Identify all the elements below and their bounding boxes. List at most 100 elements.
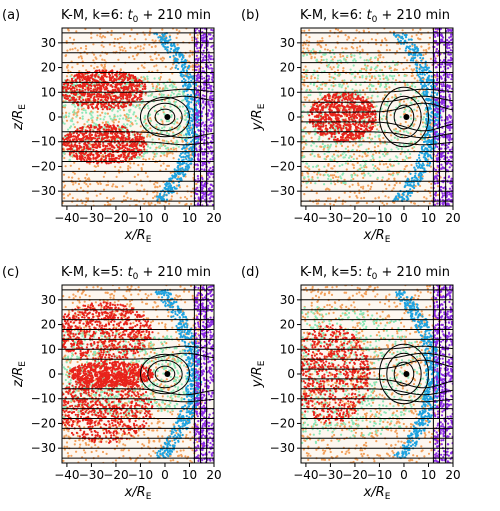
data-point	[197, 138, 200, 141]
data-point	[68, 126, 72, 129]
data-point	[68, 87, 71, 90]
data-point	[132, 155, 135, 158]
panel-label: (a)	[2, 8, 20, 23]
data-point	[191, 64, 194, 67]
data-point	[411, 147, 414, 150]
data-point	[185, 118, 188, 121]
data-point	[158, 193, 162, 196]
data-point	[207, 87, 210, 90]
data-point	[124, 126, 127, 129]
data-point	[134, 46, 137, 49]
data-point	[104, 154, 107, 157]
data-point	[113, 65, 116, 68]
data-point	[176, 192, 179, 195]
data-point	[99, 102, 103, 105]
data-point	[195, 79, 198, 82]
data-point	[173, 186, 176, 189]
data-point	[381, 201, 384, 205]
data-point	[94, 165, 97, 168]
data-point	[67, 194, 70, 197]
data-point	[170, 139, 173, 142]
plot-area	[62, 28, 214, 206]
data-point	[399, 122, 402, 125]
y-tick-label: 0	[48, 110, 56, 124]
data-point	[156, 69, 159, 72]
data-point	[180, 65, 184, 68]
data-point	[425, 49, 428, 52]
data-point	[391, 96, 394, 99]
data-point	[188, 127, 191, 130]
data-point	[333, 174, 336, 177]
data-point	[70, 143, 73, 146]
data-point	[211, 203, 214, 206]
y-axis-label: z/RE	[11, 104, 28, 131]
data-point	[107, 142, 110, 145]
data-point	[181, 151, 184, 154]
data-point	[126, 196, 129, 199]
data-point	[211, 70, 214, 73]
data-point	[115, 75, 118, 78]
data-point	[340, 144, 344, 147]
data-point	[346, 38, 349, 41]
data-point	[209, 106, 212, 109]
data-point	[342, 67, 345, 70]
data-point	[207, 67, 211, 70]
data-point	[128, 137, 131, 140]
data-point	[106, 183, 110, 186]
data-point	[117, 107, 120, 110]
data-point	[182, 155, 185, 158]
data-point	[93, 122, 96, 125]
data-point	[382, 56, 385, 59]
data-point	[407, 156, 410, 160]
data-point	[98, 137, 101, 140]
data-point	[168, 101, 172, 104]
data-point	[80, 55, 83, 58]
data-point	[409, 132, 412, 135]
data-point	[94, 123, 98, 126]
data-point	[84, 75, 87, 79]
data-point	[361, 155, 364, 158]
data-point	[187, 77, 190, 80]
data-point	[388, 173, 391, 176]
data-point	[124, 105, 128, 108]
data-point	[189, 116, 192, 119]
data-point	[111, 157, 114, 160]
data-point	[181, 147, 184, 151]
panel-title: K-M, k=6: t0 + 210 min	[61, 8, 211, 25]
data-point	[201, 88, 204, 91]
data-point	[385, 44, 388, 47]
data-point	[176, 67, 180, 71]
data-point	[99, 117, 102, 121]
data-point	[75, 80, 78, 83]
data-point	[346, 162, 350, 165]
data-point	[197, 50, 200, 53]
data-point	[149, 94, 152, 97]
data-point	[211, 158, 214, 161]
x-axis-label: x/RE	[124, 228, 152, 245]
data-point	[316, 173, 319, 176]
data-point	[129, 93, 132, 96]
data-point	[125, 82, 129, 85]
data-point	[95, 152, 98, 155]
data-point	[387, 196, 390, 199]
data-point	[73, 143, 76, 146]
data-point	[132, 97, 135, 100]
data-point	[304, 65, 307, 68]
data-point	[304, 165, 307, 168]
data-point	[89, 129, 92, 132]
data-point	[124, 118, 127, 121]
data-point	[119, 155, 122, 158]
data-point	[208, 109, 211, 112]
data-point	[76, 62, 79, 66]
data-point	[109, 117, 112, 120]
data-point	[201, 188, 204, 191]
data-point	[130, 157, 133, 161]
data-point	[428, 36, 431, 39]
data-point	[63, 149, 66, 152]
data-point	[101, 148, 104, 151]
data-point	[333, 159, 336, 162]
data-point	[303, 29, 306, 32]
data-point	[211, 109, 214, 112]
data-point	[106, 95, 109, 98]
data-point	[106, 196, 109, 199]
